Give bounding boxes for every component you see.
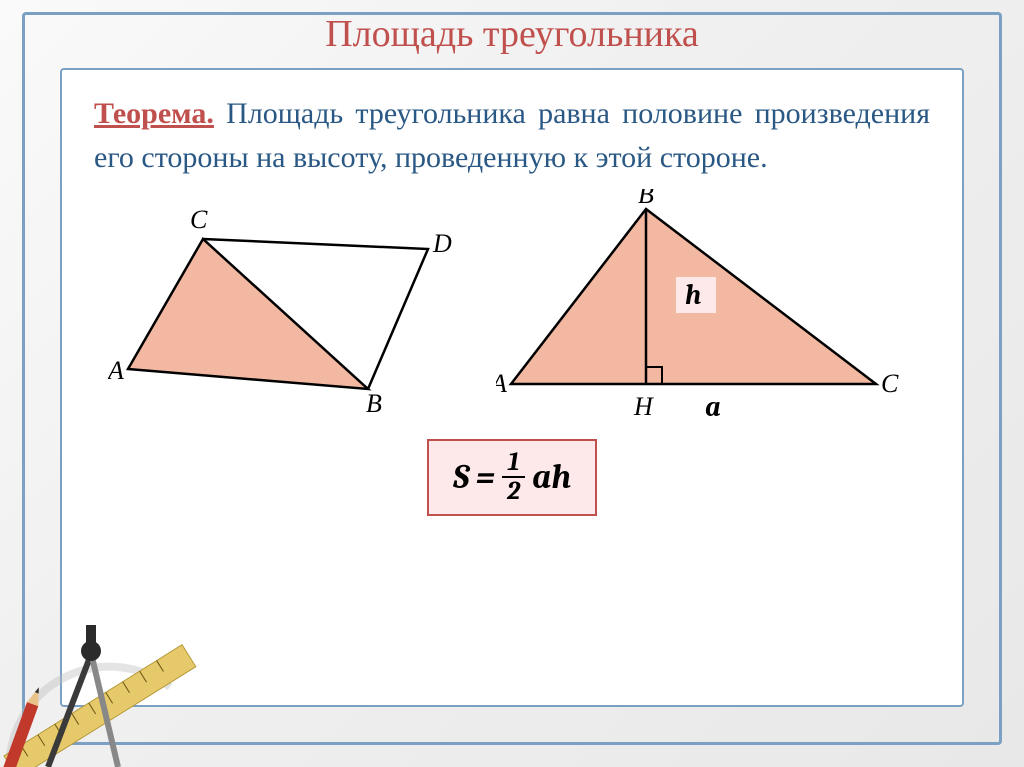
theorem-body: Площадь треугольника равна половине прои… [94,97,930,174]
fraction-den: 2 [501,478,526,505]
fraction: 1 2 [501,449,526,506]
svg-text:a: a [705,391,721,423]
svg-text:A: A [108,356,124,385]
svg-text:D: D [432,229,452,258]
formula-S: S [453,457,470,497]
svg-text:A: A [496,369,507,398]
fraction-num: 1 [502,449,525,478]
equals-sign: = [476,457,495,497]
diagram-triangle-height: h a A B C H [496,189,916,429]
theorem-text: Теорема. Площадь треугольника равна поло… [94,92,930,179]
diagram-row: A B C D h a A B C H [94,189,930,429]
svg-text:h: h [685,279,701,311]
svg-text:B: B [366,389,382,418]
theorem-label: Теорема. [94,97,214,130]
formula-container: S = 1 2 ah [94,439,930,516]
svg-text:C: C [190,205,208,234]
content-panel: Теорема. Площадь треугольника равна поло… [60,68,964,707]
diagram-parallelogram: A B C D [108,194,468,424]
svg-text:H: H [633,392,654,421]
formula-rest: ah [532,457,571,497]
svg-text:B: B [638,189,654,209]
slide-title: Площадь треугольника [0,12,1024,56]
svg-text:C: C [881,369,899,398]
area-formula: S = 1 2 ah [427,439,597,516]
